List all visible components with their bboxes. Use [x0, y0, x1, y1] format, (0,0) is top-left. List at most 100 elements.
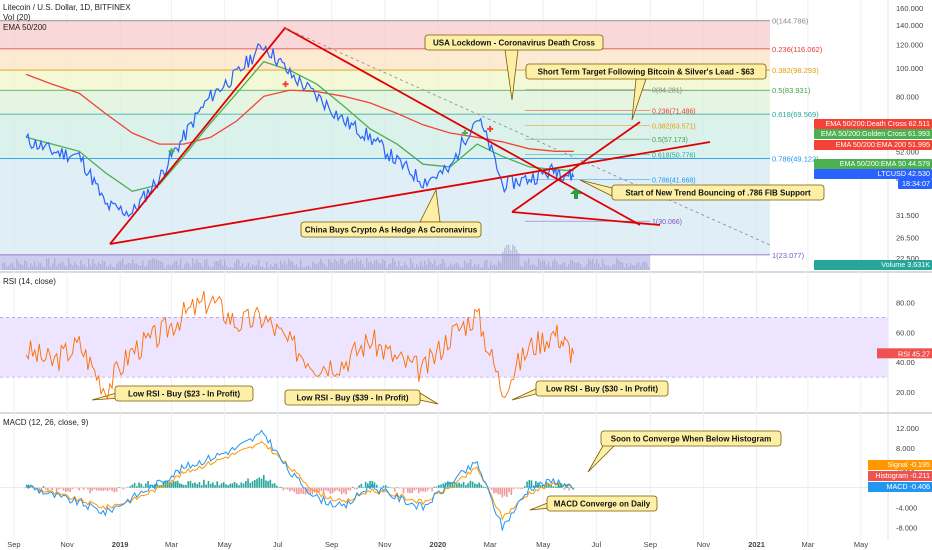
- callout-soon-converge[interactable]: Soon to Converge When Below Histogram: [587, 430, 782, 473]
- macd-histogram-bar: [71, 487, 74, 490]
- macd-histogram-bar: [389, 487, 392, 488]
- volume-bar: [150, 259, 152, 270]
- volume-bar: [364, 267, 366, 270]
- macd-histogram-bar: [528, 479, 531, 488]
- callout-short-term-target[interactable]: Short Term Target Following Bitcoin & Si…: [525, 63, 767, 121]
- macd-histogram-bar: [180, 484, 183, 488]
- callout-macd-converge[interactable]: MACD Converge on Daily: [529, 495, 658, 512]
- volume-bar: [536, 266, 538, 270]
- macd-histogram-bar: [172, 481, 175, 488]
- volume-bar: [258, 260, 260, 270]
- volume-bar: [30, 263, 32, 270]
- callout-low-rsi-3[interactable]: Low RSI - Buy ($30 - In Profit): [511, 380, 669, 401]
- macd-histogram-bar: [236, 483, 238, 488]
- macd-histogram-bar: [44, 487, 47, 490]
- volume-bar: [610, 267, 612, 270]
- macd-histogram-bar: [196, 484, 198, 488]
- callout-low-rsi-1[interactable]: Low RSI - Buy ($23 - In Profit): [91, 385, 254, 402]
- macd-histogram-bar: [27, 484, 30, 488]
- macd-histogram-bar: [222, 482, 225, 488]
- volume-bar: [604, 264, 606, 270]
- volume-bar: [328, 259, 330, 270]
- macd-histogram-bar: [51, 487, 54, 491]
- callout-china-buys[interactable]: China Buys Crypto As Hedge As Coronaviru…: [300, 188, 482, 238]
- macd-histogram-bar: [293, 487, 296, 493]
- volume-bar: [240, 266, 242, 270]
- volume-bar: [450, 263, 452, 270]
- macd-histogram-bar: [422, 487, 424, 492]
- macd-histogram-bar: [282, 487, 285, 491]
- callout-low-rsi-2[interactable]: Low RSI - Buy ($39 - In Profit): [284, 389, 439, 406]
- macd-histogram-bar: [276, 485, 278, 488]
- macd-histogram-bar: [532, 485, 535, 488]
- macd-histogram-bar: [469, 480, 472, 488]
- volume-bar: [208, 265, 210, 270]
- volume-bar: [484, 260, 486, 270]
- volume-bar: [452, 265, 454, 270]
- volume-bar: [544, 260, 546, 270]
- volume-bar: [462, 267, 464, 270]
- volume-bar: [314, 263, 316, 270]
- macd-histogram-bar: [229, 483, 232, 488]
- macd-histogram-bar: [278, 487, 280, 488]
- volume-bar: [256, 265, 258, 270]
- macd-axis-tick: -4.000: [896, 504, 917, 513]
- macd-histogram-bar: [543, 486, 546, 488]
- volume-bar: [64, 265, 66, 270]
- fib-level-label: 0.236(116.062): [772, 45, 823, 54]
- volume-bar: [480, 267, 482, 270]
- volume-bar: [234, 262, 236, 270]
- volume-bar: [390, 263, 392, 270]
- macd-histogram-bar: [100, 487, 102, 491]
- macd-histogram-bar: [495, 487, 497, 493]
- price-tag: 18:34:07: [898, 179, 932, 189]
- macd-histogram-bar: [129, 486, 131, 488]
- volume-bar: [72, 265, 74, 270]
- volume-bar: [558, 264, 560, 270]
- macd-histogram-bar: [115, 487, 118, 492]
- volume-bar: [82, 264, 84, 270]
- callout-usa-lockdown[interactable]: USA Lockdown - Coronavirus Death Cross: [424, 34, 604, 101]
- volume-bar: [228, 267, 230, 270]
- volume-bar: [368, 262, 370, 270]
- callout-text: MACD Converge on Daily: [554, 500, 651, 509]
- volume-bar: [108, 265, 110, 270]
- macd-histogram-bar: [512, 487, 515, 490]
- volume-bar: [14, 267, 16, 270]
- macd-histogram-bar: [93, 487, 96, 490]
- volume-bar: [402, 265, 404, 270]
- price-axis-tick: 22.500: [896, 254, 919, 263]
- volume-bar: [356, 258, 358, 270]
- volume-bar: [176, 260, 178, 270]
- macd-panel-title[interactable]: MACD (12, 26, close, 9): [3, 418, 89, 427]
- volume-bar: [192, 258, 194, 270]
- volume-bar: [190, 267, 192, 270]
- fib-inner-label: 0.5(57.173): [652, 137, 688, 144]
- symbol-title: Litecoin / U.S. Dollar, 1D, BITFINEX: [3, 3, 131, 12]
- volume-bar: [352, 258, 354, 270]
- volume-bar: [40, 263, 42, 270]
- macd-histogram-bar: [327, 487, 329, 492]
- volume-indicator-label[interactable]: Vol (20): [3, 13, 31, 22]
- volume-bar: [222, 265, 224, 270]
- volume-bar: [236, 259, 238, 270]
- macd-histogram-bar: [334, 487, 336, 492]
- callout-box: [535, 380, 669, 397]
- rsi-panel-title[interactable]: RSI (14, close): [3, 277, 56, 286]
- price-tag: Volume 3.631K: [814, 260, 932, 270]
- macd-histogram-bar: [402, 487, 405, 494]
- volume-bar: [642, 262, 644, 270]
- volume-bar: [618, 259, 620, 270]
- callout-new-trend[interactable]: Start of New Trend Bouncing of .786 FIB …: [579, 179, 825, 201]
- volume-bar: [564, 262, 566, 270]
- volume-bar: [88, 258, 90, 270]
- time-axis-tick: Sep: [7, 540, 20, 549]
- volume-bar: [648, 267, 650, 270]
- volume-bar: [18, 262, 20, 270]
- macd-histogram-bar: [304, 487, 307, 495]
- callout-box: [525, 63, 767, 80]
- ema-indicator-label[interactable]: EMA 50/200: [3, 23, 47, 32]
- macd-histogram-bar: [329, 487, 332, 494]
- dashed-projection-line: [284, 27, 771, 246]
